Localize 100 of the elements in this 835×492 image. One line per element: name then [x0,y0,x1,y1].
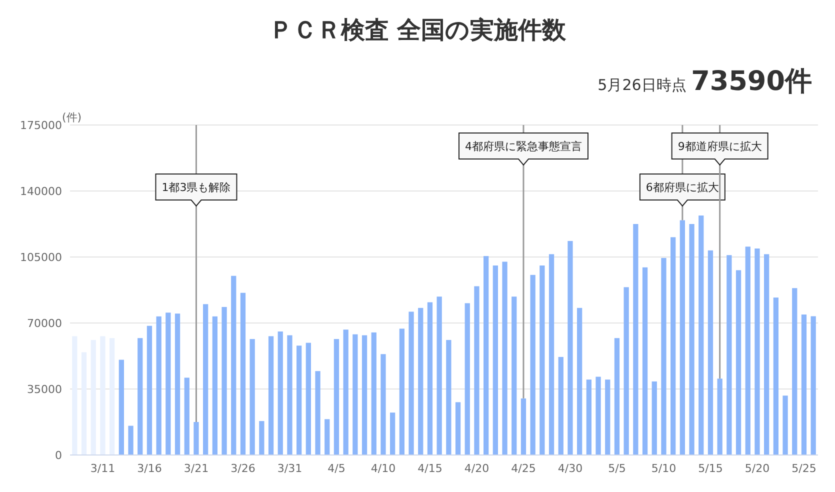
bar [642,267,648,455]
x-tick-label: 3/16 [137,462,162,475]
bar [670,237,676,455]
x-tick-label: 3/31 [277,462,302,475]
chart-subtitle: 5月26日時点 73590件 [598,66,812,97]
bar [212,316,218,455]
x-tick-label: 4/25 [511,462,536,475]
bar [296,346,302,455]
bar [390,412,396,455]
callout: 4都府県に緊急事態宣言 [458,132,588,166]
x-tick-label: 5/20 [744,462,770,475]
x-tick-label: 4/30 [558,462,583,475]
ref-line-label: 9都道府県に拡大 [678,140,762,153]
x-tick-label: 4/10 [370,462,396,475]
callout: 9都道府県に拡大 [671,132,768,166]
bar [726,255,732,455]
bar [90,340,96,455]
bar [520,398,526,455]
bar [315,371,320,455]
callout: 6都府県に拡大 [639,174,726,207]
bar [334,339,340,455]
bar [231,276,236,455]
y-tick-label: 70000 [27,317,62,330]
x-tick-label: 3/11 [90,462,116,475]
bar [512,296,517,455]
bar [352,334,358,455]
x-tick-label: 4/5 [328,462,346,475]
bar [287,335,292,455]
bar [464,303,470,455]
bar [166,312,171,455]
bar [782,396,788,455]
chart-title: ＰＣＲ検査 全国の実施件数 [268,16,568,44]
bar [81,352,87,455]
bar [110,338,115,455]
bar [754,248,760,455]
x-tick-label: 3/21 [184,462,209,475]
bar [455,402,461,455]
bar [72,336,78,455]
y-axis-title: (件) [62,111,82,124]
bar [203,304,208,455]
bar [624,287,629,455]
bar [801,314,807,455]
bar [222,306,227,455]
bar [240,292,246,455]
x-tick-label: 4/15 [418,462,442,475]
y-tick-label: 35000 [27,383,62,396]
bar [436,296,442,455]
bar [689,224,694,455]
bar [174,314,180,455]
bar [250,339,255,455]
ref-line-label: 1都3県も解除 [162,181,231,194]
ref-line-label: 6都府県に拡大 [646,181,719,194]
bar [362,335,368,455]
bar [568,240,573,455]
x-tick-label: 5/5 [608,462,626,475]
bar [380,354,386,455]
bar [633,224,638,455]
callout: 1都3県も解除 [155,174,238,207]
bar [427,302,433,455]
bar [502,262,508,455]
y-tick-label: 175000 [20,119,62,132]
bar [184,378,190,455]
bar [698,216,704,455]
bar [773,298,778,455]
bar [596,376,601,455]
bar [586,380,592,455]
bar [408,312,414,455]
bar [446,340,452,455]
bar [605,380,610,455]
bar [259,421,264,455]
ref-line-label: 4都府県に緊急事態宣言 [464,140,582,153]
bar [548,254,554,455]
bar [810,316,816,455]
bar [577,308,582,455]
bar [324,419,330,455]
bar [268,336,274,455]
x-tick-label: 5/10 [651,462,676,475]
bar [399,328,404,455]
bar [418,308,424,455]
bar [100,336,106,455]
bar [614,338,620,455]
y-tick-label: 0 [55,449,62,462]
bar [306,342,311,455]
y-tick-label: 140000 [20,185,62,198]
bar [138,338,143,455]
bar [194,422,199,455]
bar [792,288,798,455]
x-tick-label: 5/25 [792,462,816,475]
bar [717,378,722,455]
bar [764,254,770,455]
bar [278,331,283,455]
bar [146,326,152,455]
bar [156,316,162,455]
bar [680,220,685,455]
bar [474,286,480,455]
bar [661,258,666,455]
bar [118,360,124,455]
bar [371,332,376,455]
x-tick-label: 4/20 [464,462,490,475]
bar [484,256,489,455]
